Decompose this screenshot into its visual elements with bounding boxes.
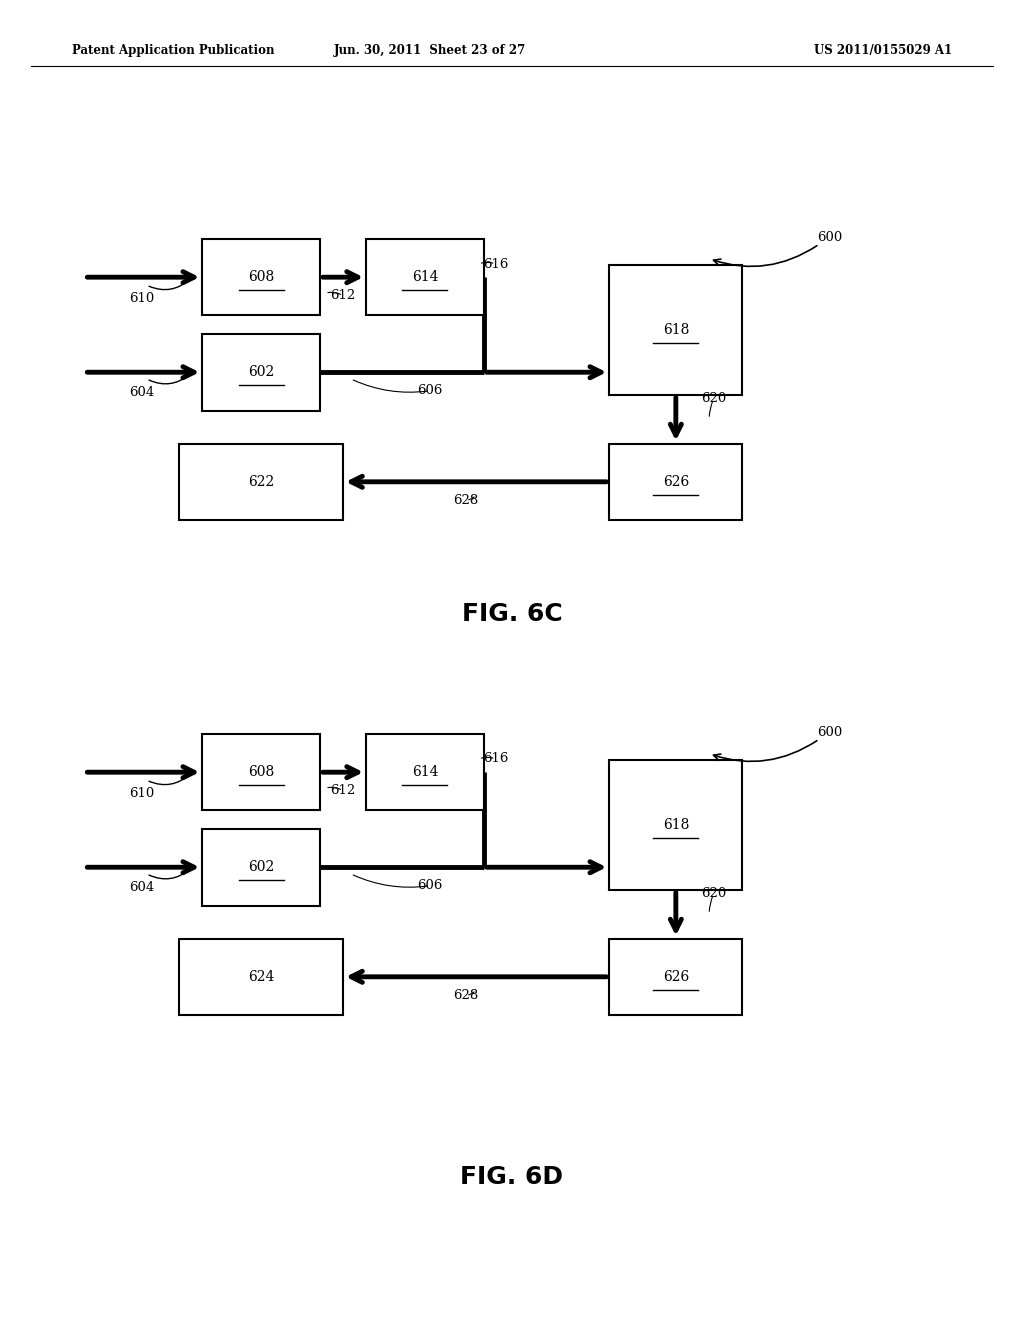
FancyBboxPatch shape [367, 239, 483, 315]
FancyBboxPatch shape [367, 734, 483, 810]
Text: 628: 628 [454, 989, 478, 1002]
FancyBboxPatch shape [179, 444, 343, 520]
Text: 618: 618 [663, 818, 689, 832]
Text: 626: 626 [663, 970, 689, 983]
Text: 620: 620 [701, 392, 726, 405]
Text: US 2011/0155029 A1: US 2011/0155029 A1 [814, 44, 952, 57]
Text: 622: 622 [248, 475, 274, 488]
Text: 616: 616 [483, 752, 508, 766]
Text: 604: 604 [129, 385, 154, 399]
Text: 608: 608 [248, 271, 274, 284]
Text: 602: 602 [248, 861, 274, 874]
Text: 616: 616 [483, 257, 508, 271]
Text: Patent Application Publication: Patent Application Publication [72, 44, 274, 57]
FancyBboxPatch shape [609, 939, 742, 1015]
Text: 606: 606 [418, 879, 442, 892]
Text: 610: 610 [129, 787, 154, 800]
Text: 600: 600 [817, 726, 842, 739]
FancyBboxPatch shape [609, 265, 742, 395]
FancyBboxPatch shape [609, 444, 742, 520]
Text: 626: 626 [663, 475, 689, 488]
Text: FIG. 6C: FIG. 6C [462, 602, 562, 626]
Text: 600: 600 [817, 231, 842, 244]
Text: 624: 624 [248, 970, 274, 983]
Text: 618: 618 [663, 323, 689, 337]
Text: 606: 606 [418, 384, 442, 397]
Text: 612: 612 [331, 784, 355, 797]
FancyBboxPatch shape [609, 760, 742, 890]
Text: 610: 610 [129, 292, 154, 305]
Text: 628: 628 [454, 494, 478, 507]
Text: 614: 614 [412, 271, 438, 284]
FancyBboxPatch shape [179, 939, 343, 1015]
Text: 612: 612 [331, 289, 355, 302]
FancyBboxPatch shape [203, 334, 319, 411]
Text: FIG. 6D: FIG. 6D [461, 1166, 563, 1189]
Text: 620: 620 [701, 887, 726, 900]
FancyBboxPatch shape [203, 829, 319, 906]
FancyBboxPatch shape [203, 734, 319, 810]
Text: 608: 608 [248, 766, 274, 779]
Text: 614: 614 [412, 766, 438, 779]
Text: Jun. 30, 2011  Sheet 23 of 27: Jun. 30, 2011 Sheet 23 of 27 [334, 44, 526, 57]
Text: 602: 602 [248, 366, 274, 379]
FancyBboxPatch shape [203, 239, 319, 315]
Text: 604: 604 [129, 880, 154, 894]
